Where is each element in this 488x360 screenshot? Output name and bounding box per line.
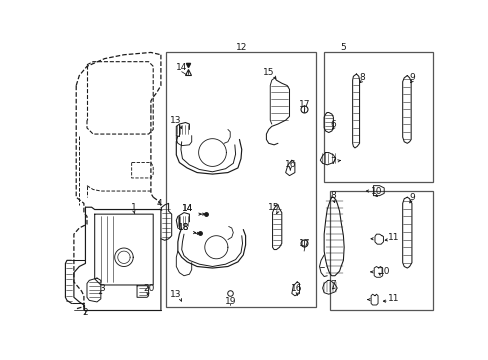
Text: 16: 16: [291, 284, 303, 293]
Bar: [324, 53, 432, 182]
Text: 15: 15: [263, 68, 274, 77]
Text: 18: 18: [177, 224, 188, 233]
Text: 8: 8: [359, 73, 365, 82]
Text: 19: 19: [224, 297, 236, 306]
Text: 11: 11: [387, 294, 398, 303]
Text: 17: 17: [299, 100, 310, 109]
Text: 10: 10: [378, 267, 389, 276]
Text: 14: 14: [176, 63, 187, 72]
Text: 7: 7: [330, 157, 336, 166]
Text: 14: 14: [182, 204, 193, 213]
Text: 20: 20: [142, 284, 154, 293]
Text: 10: 10: [370, 187, 382, 196]
Bar: [166, 53, 316, 307]
Text: 13: 13: [169, 290, 181, 299]
Text: 9: 9: [409, 193, 415, 202]
Text: 13: 13: [169, 116, 181, 125]
Text: 5: 5: [340, 43, 346, 52]
Text: 15: 15: [268, 203, 279, 212]
Text: 4: 4: [156, 199, 162, 208]
Text: 8: 8: [330, 191, 336, 200]
Text: 16: 16: [284, 159, 295, 168]
Text: 9: 9: [409, 73, 415, 82]
Text: 3: 3: [100, 284, 105, 293]
Text: 1: 1: [131, 203, 137, 212]
Bar: [329, 191, 432, 310]
Text: 17: 17: [299, 239, 310, 248]
Text: 12: 12: [236, 43, 247, 52]
Text: 14: 14: [182, 204, 193, 213]
Text: 18: 18: [177, 224, 188, 233]
Text: 7: 7: [330, 280, 336, 289]
Text: 6: 6: [330, 120, 336, 129]
Text: 11: 11: [387, 233, 398, 242]
Text: 2: 2: [82, 308, 88, 317]
